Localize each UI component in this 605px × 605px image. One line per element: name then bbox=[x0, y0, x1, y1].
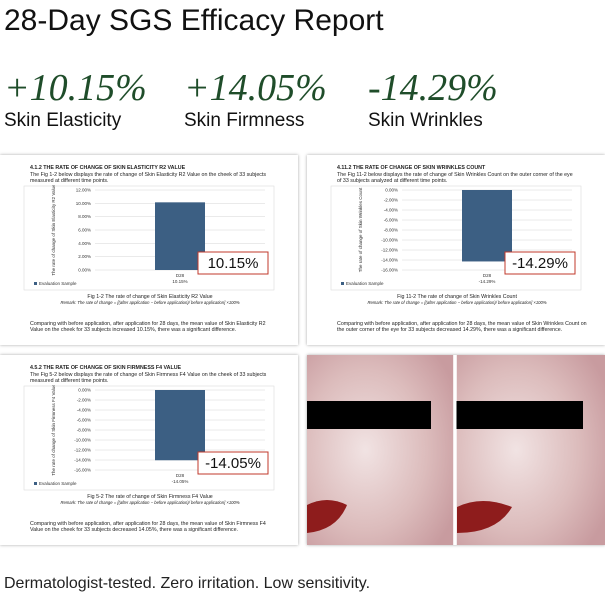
y-tick-label: 6.00% bbox=[78, 228, 91, 233]
legend-label: Evaluation Sample bbox=[39, 281, 77, 286]
y-tick-label: -16.00% bbox=[74, 468, 91, 473]
y-tick-label: -4.00% bbox=[384, 208, 398, 213]
y-tick-label: 10.00% bbox=[76, 201, 91, 206]
caption: Fig 1-2 The rate of change of Skin Elast… bbox=[87, 294, 213, 300]
y-axis-label: The rate of change of Skin Firmness F4 V… bbox=[51, 385, 56, 476]
title: 28-Day SGS Efficacy Report bbox=[4, 4, 384, 37]
y-tick-label: -8.00% bbox=[384, 228, 398, 233]
lips bbox=[307, 500, 347, 533]
remark: Remark: The rate of change = [(after app… bbox=[367, 300, 547, 305]
y-tick-label: 4.00% bbox=[78, 241, 91, 246]
y-tick-label: 0.00% bbox=[78, 268, 91, 273]
conclusion: Comparing with before application, after… bbox=[30, 321, 266, 334]
stat-value: +10.15% bbox=[4, 67, 147, 109]
y-tick-label: -8.00% bbox=[77, 428, 91, 433]
value-label: -14.05% bbox=[172, 479, 189, 484]
chart: 0.00% 2.00% 4.00% 6.00% 8.00% 10.00% 12.00% The… bbox=[23, 185, 275, 291]
chart: 0.00% -2.00% -4.00% -6.00% -8.00% -10.00% -12.… bbox=[23, 385, 275, 491]
stat-label: Skin Elasticity bbox=[4, 110, 122, 131]
legend-swatch bbox=[34, 482, 37, 485]
value-label: -14.29% bbox=[479, 279, 496, 284]
y-tick-label: -16.00% bbox=[381, 268, 398, 273]
y-tick-label: -14.00% bbox=[74, 458, 91, 463]
bar bbox=[462, 190, 512, 262]
remark: Remark: The rate of change = [(after app… bbox=[60, 300, 240, 305]
legend-label: Evaluation Sample bbox=[346, 281, 384, 286]
plot-frame bbox=[23, 185, 275, 291]
plot-frame bbox=[23, 385, 275, 491]
stat-value: +14.05% bbox=[184, 67, 327, 109]
x-tick-label: D28 bbox=[483, 273, 492, 278]
report-panel: 4.5.2 THE RATE OF CHANGE OF SKIN FIRMNES… bbox=[0, 355, 298, 545]
callout-box bbox=[197, 251, 269, 275]
intro: The Fig 11-2 below displays the rate of … bbox=[337, 172, 573, 185]
report-panel: 4.11.2 THE RATE OF CHANGE OF SKIN WRINKL… bbox=[307, 155, 605, 345]
section-heading: 4.1.2 THE RATE OF CHANGE OF SKIN ELASTIC… bbox=[30, 165, 186, 171]
y-tick-label: -4.00% bbox=[77, 408, 91, 413]
plot-frame bbox=[330, 185, 582, 291]
remark: Remark: The rate of change = [(after app… bbox=[60, 500, 240, 505]
report-panel: 4.1.2 THE RATE OF CHANGE OF SKIN ELASTIC… bbox=[0, 155, 298, 345]
footer: Dermatologist-tested. Zero irritation. L… bbox=[4, 575, 371, 592]
y-tick-label: -6.00% bbox=[77, 418, 91, 423]
bar bbox=[155, 390, 205, 461]
callout-box bbox=[504, 251, 576, 275]
callout-box bbox=[197, 451, 269, 475]
y-tick-label: 2.00% bbox=[78, 254, 91, 259]
y-tick-label: -10.00% bbox=[381, 238, 398, 243]
callout: -14.29% bbox=[512, 255, 568, 272]
intro: The Fig 1-2 below displays the rate of c… bbox=[30, 172, 267, 185]
conclusion: Comparing with before application, after… bbox=[30, 521, 266, 534]
x-tick-label: D28 bbox=[176, 473, 185, 478]
bar bbox=[155, 202, 205, 270]
legend-swatch bbox=[34, 282, 37, 285]
y-tick-label: -10.00% bbox=[74, 438, 91, 443]
callout: -14.05% bbox=[205, 455, 261, 472]
stat-label: Skin Firmness bbox=[184, 110, 305, 131]
y-tick-label: 0.00% bbox=[78, 388, 91, 393]
stat-label: Skin Wrinkles bbox=[368, 110, 483, 131]
y-tick-label: -6.00% bbox=[384, 218, 398, 223]
y-axis-label: The rate of change of Skin Elasticity R2… bbox=[51, 185, 56, 276]
y-tick-label: -2.00% bbox=[77, 398, 91, 403]
y-axis-label: The rate of change of Skin Wrinkles Coun… bbox=[358, 187, 363, 272]
section-heading: 4.5.2 THE RATE OF CHANGE OF SKIN FIRMNES… bbox=[30, 365, 182, 371]
y-tick-label: -12.00% bbox=[381, 248, 398, 253]
legend-label: Evaluation Sample bbox=[39, 481, 77, 486]
y-tick-label: 12.00% bbox=[76, 188, 91, 193]
legend-swatch bbox=[341, 282, 344, 285]
caption: Fig 11-2 The rate of change of Skin Wrin… bbox=[397, 294, 517, 300]
photos bbox=[307, 355, 605, 545]
chart: 0.00% -2.00% -4.00% -6.00% -8.00% -10.00% -12.… bbox=[330, 185, 582, 291]
caption: Fig 5-2 The rate of change of Skin Firmn… bbox=[87, 494, 213, 500]
value-label: 10.15% bbox=[172, 279, 187, 284]
eye-bar bbox=[307, 401, 431, 429]
callout: 10.15% bbox=[208, 255, 259, 272]
intro: The Fig 5-2 below displays the rate of c… bbox=[30, 372, 267, 385]
y-tick-label: -14.00% bbox=[381, 258, 398, 263]
conclusion: Comparing with before application, after… bbox=[337, 321, 587, 334]
lips bbox=[457, 501, 512, 533]
y-tick-label: -12.00% bbox=[74, 448, 91, 453]
photo-panel bbox=[307, 355, 605, 545]
y-tick-label: 8.00% bbox=[78, 214, 91, 219]
eye-bar bbox=[455, 401, 583, 429]
y-tick-label: 0.00% bbox=[385, 188, 398, 193]
section-heading: 4.11.2 THE RATE OF CHANGE OF SKIN WRINKL… bbox=[337, 165, 486, 171]
x-tick-label: D28 bbox=[176, 273, 185, 278]
stat-value: -14.29% bbox=[368, 67, 498, 109]
y-tick-label: -2.00% bbox=[384, 198, 398, 203]
